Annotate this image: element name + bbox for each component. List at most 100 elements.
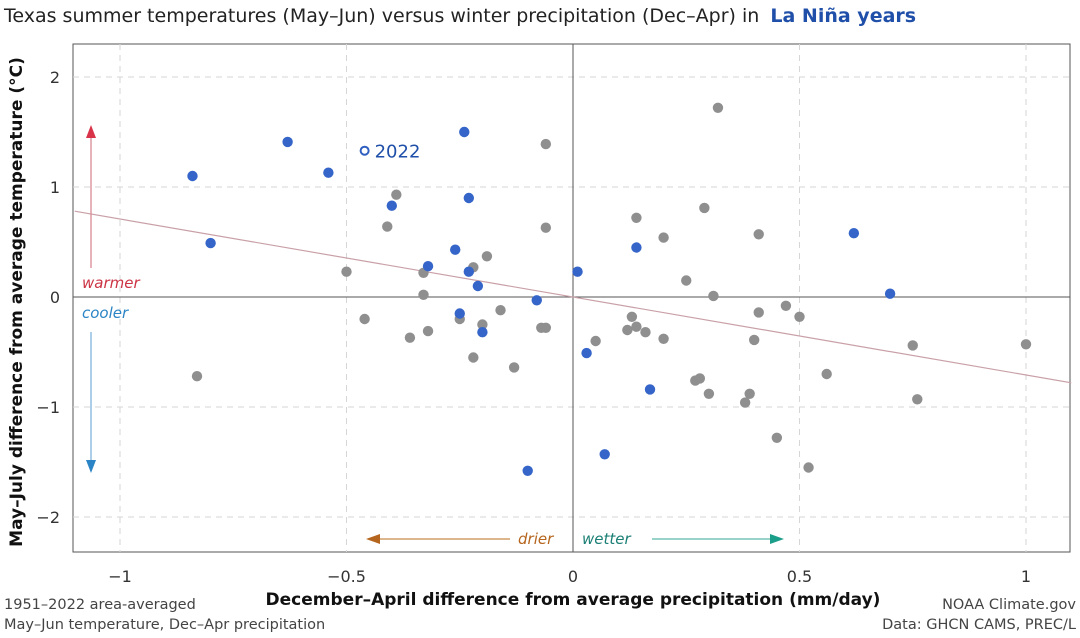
data-point-other xyxy=(703,388,715,399)
data-point-other xyxy=(418,289,429,300)
data-point-other xyxy=(794,311,805,322)
data-point-la-nina xyxy=(323,167,334,178)
data-point-other xyxy=(477,319,488,330)
highlight-point-2022 xyxy=(359,145,370,156)
data-point-la-nina xyxy=(848,228,860,239)
footnote-right-2: Data: GHCN CAMS, PREC/L xyxy=(882,617,1076,633)
plot-area xyxy=(72,43,1071,553)
data-point-la-nina xyxy=(644,384,656,395)
data-point-other xyxy=(912,394,923,405)
data-point-la-nina xyxy=(477,327,488,338)
data-point-la-nina xyxy=(631,242,642,253)
data-point-la-nina xyxy=(463,192,475,204)
data-point-other xyxy=(481,251,493,262)
data-points xyxy=(187,102,1032,476)
y-tick-label: 0 xyxy=(50,288,60,307)
wetter-arrow-head xyxy=(770,534,784,544)
data-point-la-nina xyxy=(282,136,293,148)
data-point-la-nina xyxy=(522,465,533,476)
cooler-label: cooler xyxy=(82,304,129,322)
data-point-other xyxy=(191,371,203,382)
x-axis-label: December–April difference from average p… xyxy=(266,590,881,610)
data-point-other xyxy=(803,462,814,473)
data-point-la-nina xyxy=(572,266,583,277)
footnote-left-2: May–Jun temperature, Dec–Apr precipitati… xyxy=(4,617,325,633)
chart-title-main: Texas summer temperatures (May–Jun) vers… xyxy=(3,5,759,27)
x-tick-label: −1 xyxy=(108,567,132,586)
warmer-label: warmer xyxy=(82,274,140,292)
data-point-other xyxy=(495,305,506,316)
data-point-other xyxy=(771,432,783,443)
y-axis-label: May–July difference from average tempera… xyxy=(7,57,27,547)
data-point-la-nina xyxy=(531,295,542,306)
wetter-label: wetter xyxy=(582,530,631,548)
data-point-other xyxy=(681,275,692,286)
data-point-other xyxy=(631,321,642,332)
data-point-other xyxy=(382,221,393,232)
data-point-other xyxy=(359,313,370,325)
data-point-other xyxy=(1020,339,1032,350)
data-point-other xyxy=(821,368,832,380)
data-point-la-nina xyxy=(472,280,484,292)
data-point-other xyxy=(540,222,552,233)
data-point-other xyxy=(508,362,520,373)
data-point-other xyxy=(422,325,434,337)
data-point-other xyxy=(658,333,669,344)
data-point-la-nina xyxy=(884,288,896,299)
data-point-other xyxy=(780,300,792,311)
footnote-right-1: NOAA Climate.gov xyxy=(942,597,1076,613)
cooler-arrow-head xyxy=(86,460,96,473)
x-tick-label: 0.5 xyxy=(787,567,812,586)
chart-title-highlight: La Niña years xyxy=(770,5,916,27)
data-point-other xyxy=(753,229,764,240)
trend-line xyxy=(74,210,1072,384)
data-point-la-nina xyxy=(386,200,397,211)
data-point-la-nina xyxy=(450,244,461,255)
data-point-other xyxy=(658,232,669,243)
highlight-label-2022: 2022 xyxy=(375,142,421,163)
y-tick-label: −1 xyxy=(36,398,60,417)
data-point-la-nina xyxy=(463,266,475,277)
trend-line-group xyxy=(74,210,1072,384)
data-point-la-nina xyxy=(454,308,465,319)
warmer-arrow-head xyxy=(86,125,96,138)
data-point-other xyxy=(468,352,479,363)
data-point-other xyxy=(739,397,751,408)
x-tick-label: 1 xyxy=(1021,567,1031,586)
data-point-other xyxy=(694,373,706,384)
x-tick-label: 0 xyxy=(568,567,578,586)
data-point-la-nina xyxy=(599,449,610,460)
data-point-other xyxy=(631,212,642,223)
tick-labels: −1 −0.5 0 0.5 1 −2 −1 0 1 2 xyxy=(36,68,1031,586)
data-point-other xyxy=(753,307,764,318)
data-point-other xyxy=(404,332,416,343)
data-point-other xyxy=(622,324,633,336)
drier-arrow-head xyxy=(366,534,380,544)
data-point-other xyxy=(341,266,352,277)
data-point-other xyxy=(708,290,719,302)
x-tick-label: −0.5 xyxy=(327,567,366,586)
y-tick-label: 2 xyxy=(50,68,60,87)
grid xyxy=(73,44,1070,552)
data-point-other xyxy=(540,138,552,150)
data-point-other xyxy=(540,322,552,333)
footnote-left-1: 1951–2022 area-averaged xyxy=(4,597,196,613)
data-point-other xyxy=(640,327,651,338)
data-point-other xyxy=(391,189,402,200)
data-point-other xyxy=(590,335,601,347)
data-point-la-nina xyxy=(581,347,592,359)
data-point-other xyxy=(712,102,724,114)
y-tick-label: 1 xyxy=(50,178,60,197)
data-point-other xyxy=(907,340,918,351)
data-point-other xyxy=(699,202,710,214)
data-point-other xyxy=(626,311,638,322)
data-point-la-nina xyxy=(187,170,198,182)
y-tick-label: −2 xyxy=(36,508,60,527)
chart-title: Texas summer temperatures (May–Jun) vers… xyxy=(3,5,916,27)
drier-label: drier xyxy=(518,530,554,548)
data-point-la-nina xyxy=(205,237,216,249)
data-point-la-nina xyxy=(422,261,434,272)
data-point-other xyxy=(744,388,755,399)
data-point-other xyxy=(749,334,760,346)
